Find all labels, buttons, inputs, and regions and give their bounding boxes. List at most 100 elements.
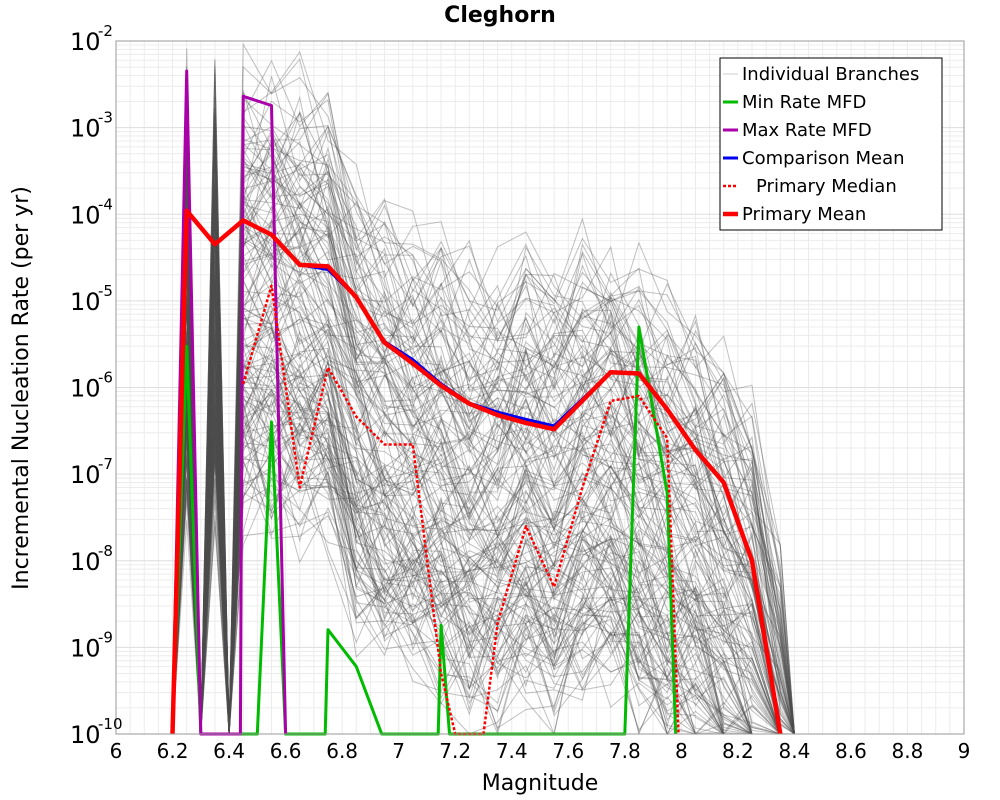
y-tick-exponent: -9 (98, 628, 113, 646)
branch-line (172, 388, 795, 735)
branch-line (172, 178, 795, 735)
branch-line (172, 317, 795, 735)
branch-line (172, 425, 795, 735)
branch-line (172, 401, 795, 735)
branch-line (172, 303, 795, 735)
branch-line (172, 352, 795, 735)
branch-line (172, 329, 795, 735)
branch-line (172, 317, 795, 735)
branch-line (172, 305, 795, 735)
branch-line (172, 428, 795, 736)
branch-line (172, 232, 795, 735)
branch-line (172, 99, 795, 735)
branch-line (172, 97, 795, 735)
branch-line (172, 168, 795, 735)
branch-line (172, 346, 795, 735)
branch-line (172, 260, 795, 735)
x-tick-label: 6.8 (326, 739, 358, 763)
branch-line (172, 388, 795, 735)
branch-line (172, 251, 795, 735)
branch-line (172, 169, 795, 735)
branch-line (172, 115, 795, 735)
branch-line (172, 337, 795, 735)
branch-line (172, 356, 795, 735)
y-tick-base: 10 (70, 634, 101, 662)
branch-line (172, 239, 795, 735)
x-tick-label: 8.2 (722, 739, 754, 763)
branch-line (172, 65, 795, 735)
branch-line (172, 381, 795, 735)
branch-line (172, 284, 795, 735)
chart-title: Cleghorn (444, 3, 556, 28)
branch-line (172, 375, 795, 735)
branch-line (172, 93, 795, 735)
y-tick-base: 10 (70, 721, 101, 749)
branch-line (172, 435, 795, 735)
branch-line (172, 392, 795, 735)
x-tick-label: 9 (958, 739, 971, 763)
x-tick-label: 7.8 (609, 739, 641, 763)
legend: Individual Branches Min Rate MFD Max Rate … (719, 57, 943, 231)
branch-line (172, 383, 795, 735)
branch-line (172, 469, 795, 736)
branch-line (172, 202, 795, 735)
branch-line (172, 342, 795, 735)
branch-line (172, 207, 795, 735)
branch-line (172, 354, 795, 735)
y-tick-base: 10 (70, 115, 101, 143)
branch-line (172, 129, 795, 735)
branch-line (172, 142, 795, 735)
branch-line (172, 370, 795, 735)
branch-line (172, 291, 795, 735)
legend-item: Primary Mean (723, 204, 866, 225)
branch-line (172, 205, 795, 735)
y-tick-exponent: -10 (98, 715, 123, 733)
branch-line (172, 341, 795, 735)
y-tick-exponent: -7 (98, 455, 113, 473)
branch-line (172, 294, 795, 735)
branch-line (172, 72, 795, 735)
branch-line (172, 92, 795, 735)
legend-label: Max Rate MFD (742, 120, 872, 141)
branch-line (172, 252, 795, 735)
branch-line (172, 104, 795, 735)
legend-box (719, 57, 943, 231)
legend-label: Min Rate MFD (742, 92, 866, 113)
y-tick-base: 10 (70, 201, 101, 229)
y-tick-base: 10 (70, 28, 101, 56)
legend-item: Comparison Mean (723, 148, 905, 169)
legend-label: Individual Branches (742, 64, 919, 85)
branch-line (172, 401, 795, 735)
branch-line (172, 321, 795, 735)
branch-line (172, 312, 795, 735)
branch-line (172, 327, 795, 735)
branch-line (172, 249, 795, 735)
x-tick-label: 7.4 (496, 739, 528, 763)
branch-line (172, 199, 795, 735)
branch-line (172, 312, 795, 735)
branch-line (172, 297, 795, 735)
branch-line (172, 60, 795, 735)
x-tick-label: 8.6 (835, 739, 867, 763)
branch-line (172, 305, 795, 735)
y-tick-base: 10 (70, 548, 101, 576)
branch-line (172, 335, 795, 735)
legend-label: Comparison Mean (742, 148, 905, 169)
x-tick-label: 6 (110, 739, 123, 763)
branch-line (172, 157, 795, 735)
y-tick-exponent: -2 (98, 22, 113, 40)
branch-line (172, 48, 795, 735)
branch-line (172, 88, 795, 735)
branch-line (172, 181, 795, 735)
y-tick-label: 10-10 (70, 715, 123, 749)
branch-line (172, 411, 795, 735)
y-tick-label: 10-6 (70, 369, 113, 403)
branch-line (172, 180, 795, 735)
x-tick-label: 7 (392, 739, 405, 763)
branch-line (172, 423, 795, 735)
branch-line (172, 176, 795, 735)
branch-line (172, 111, 795, 735)
branch-line (172, 126, 795, 735)
branch-line (172, 342, 795, 735)
